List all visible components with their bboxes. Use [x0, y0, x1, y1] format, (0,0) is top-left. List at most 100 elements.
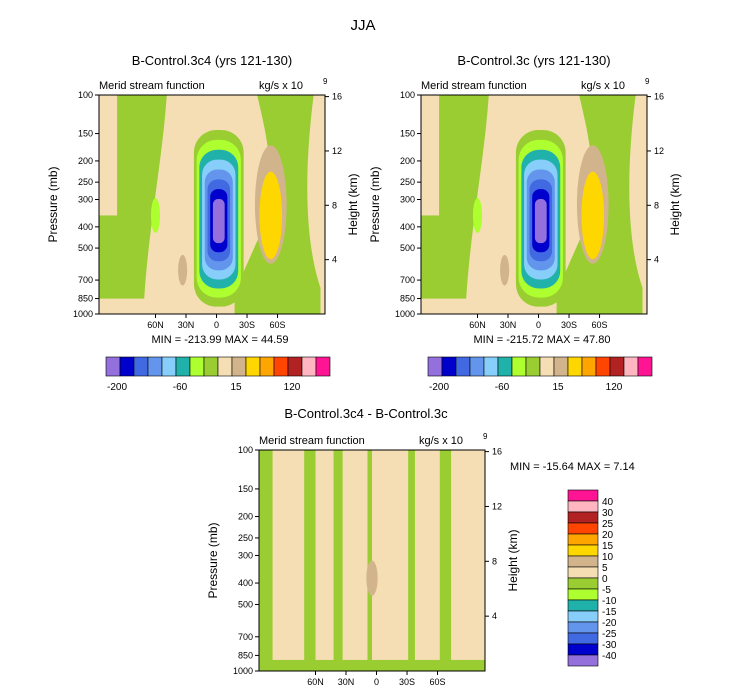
- x-tick-label: 60S: [430, 677, 446, 687]
- colorbar-swatch: [539, 356, 555, 377]
- colorbar-swatch: [595, 356, 611, 377]
- y-tick-label: 100: [400, 90, 415, 100]
- y-right-tick-label: 4: [492, 611, 497, 621]
- colorbar-swatch: [567, 632, 599, 645]
- colorbar-swatch: [553, 356, 569, 377]
- y-axis-title: Pressure (mb): [368, 166, 382, 242]
- colorbar-swatch: [133, 356, 149, 377]
- colorbar-swatch: [609, 356, 625, 377]
- colorbar-label: 0: [602, 574, 608, 585]
- y-right-tick-label: 16: [654, 92, 664, 102]
- units-exponent: 9: [483, 432, 488, 441]
- colorbar-label: 15: [230, 382, 242, 393]
- y-tick-label: 850: [78, 294, 93, 304]
- colorbar-label: -40: [602, 651, 617, 662]
- negative-contour: [212, 199, 225, 244]
- colorbar-swatch: [455, 356, 471, 377]
- y-tick-label: 400: [238, 578, 253, 588]
- y-tick-label: 500: [78, 243, 93, 253]
- positive-cell-core: [581, 171, 605, 260]
- colorbar-swatch: [483, 356, 499, 377]
- colorbar-label: -200: [429, 382, 449, 393]
- positive-cell: [366, 560, 378, 596]
- weak-cell: [178, 254, 188, 286]
- colorbar-label: -10: [602, 596, 617, 607]
- panel-difference: B-Control.3c4 - B-Control.3c100150200250…: [206, 406, 635, 687]
- colorbar-swatch: [217, 356, 233, 377]
- x-tick-label: 60N: [307, 677, 324, 687]
- y-right-tick-label: 8: [492, 556, 497, 566]
- colorbar-label: -60: [173, 382, 188, 393]
- colorbar-swatch: [161, 356, 177, 377]
- colorbar-swatch: [567, 654, 599, 667]
- colorbar-swatch: [175, 356, 191, 377]
- negative-streak: [367, 450, 372, 671]
- panel-subtitle: Merid stream function: [99, 80, 205, 92]
- panel-title: B-Control.3c4 - B-Control.3c: [284, 406, 448, 421]
- min-max-stats: MIN = -213.99 MAX = 44.59: [152, 334, 289, 346]
- x-tick-label: 60S: [270, 320, 286, 330]
- x-tick-label: 0: [536, 320, 541, 330]
- y-right-tick-label: 12: [332, 146, 342, 156]
- colorbar-label: 10: [602, 552, 614, 563]
- y-tick-label: 100: [78, 90, 93, 100]
- negative-streak: [333, 450, 343, 671]
- colorbar-swatch: [469, 356, 485, 377]
- plot-frame: [98, 94, 326, 315]
- colorbar-label: -60: [495, 382, 510, 393]
- colorbar-label: -15: [602, 607, 617, 618]
- plot-frame: [420, 94, 648, 315]
- colorbar-swatch: [567, 522, 599, 535]
- x-tick-label: 0: [374, 677, 379, 687]
- y-tick-label: 1000: [233, 666, 253, 676]
- colorbar-swatch: [287, 356, 303, 377]
- y-right-axis-title: Height (km): [506, 529, 520, 591]
- colorbar-label: -30: [602, 640, 617, 651]
- contour-field: [421, 95, 647, 314]
- colorbar-swatch: [301, 356, 317, 377]
- plot-frame: [258, 449, 486, 672]
- colorbar-label: -20: [602, 618, 617, 629]
- panel-model-a: B-Control.3c4 (yrs 121-130)1001502002503…: [46, 53, 360, 393]
- y-tick-label: 200: [238, 512, 253, 522]
- y-right-tick-label: 12: [492, 501, 502, 511]
- y-right-tick-label: 4: [654, 255, 659, 265]
- colorbar-swatch: [567, 356, 583, 377]
- weak-cell: [150, 197, 161, 233]
- min-max-stats: MIN = -15.64 MAX = 7.14: [510, 461, 635, 473]
- panel-title: B-Control.3c (yrs 121-130): [457, 53, 610, 68]
- colorbar-swatch: [525, 356, 541, 377]
- positive-cell-core: [259, 171, 283, 260]
- y-tick-label: 500: [238, 599, 253, 609]
- negative-streak: [259, 450, 273, 671]
- y-tick-label: 700: [78, 275, 93, 285]
- y-tick-label: 500: [400, 243, 415, 253]
- panel-subtitle: Merid stream function: [421, 80, 527, 92]
- colorbar-swatch: [259, 356, 275, 377]
- y-tick-label: 250: [238, 533, 253, 543]
- colorbar-swatch: [497, 356, 513, 377]
- colorbar-label: 120: [284, 382, 301, 393]
- colorbar-label: 20: [602, 530, 614, 541]
- y-right-axis-title: Height (km): [346, 173, 360, 235]
- y-tick-label: 300: [400, 194, 415, 204]
- panel-title: B-Control.3c4 (yrs 121-130): [132, 53, 292, 68]
- x-tick-label: 30S: [561, 320, 577, 330]
- x-tick-label: 60N: [469, 320, 486, 330]
- negative-streak: [439, 450, 452, 671]
- y-tick-label: 850: [238, 650, 253, 660]
- units-label: kg/s x 10: [259, 80, 303, 92]
- colorbar-swatch: [119, 356, 135, 377]
- colorbar-swatch: [567, 511, 599, 524]
- weak-cell: [472, 197, 483, 233]
- y-tick-label: 1000: [395, 309, 415, 319]
- colorbar-swatch: [567, 577, 599, 590]
- units-label: kg/s x 10: [581, 80, 625, 92]
- colorbar-swatch: [567, 500, 599, 513]
- units-exponent: 9: [323, 77, 328, 86]
- colorbar-swatch: [623, 356, 639, 377]
- colorbar-swatch: [581, 356, 597, 377]
- colorbar-swatch: [245, 356, 261, 377]
- y-tick-label: 1000: [73, 309, 93, 319]
- colorbar-swatch: [567, 610, 599, 623]
